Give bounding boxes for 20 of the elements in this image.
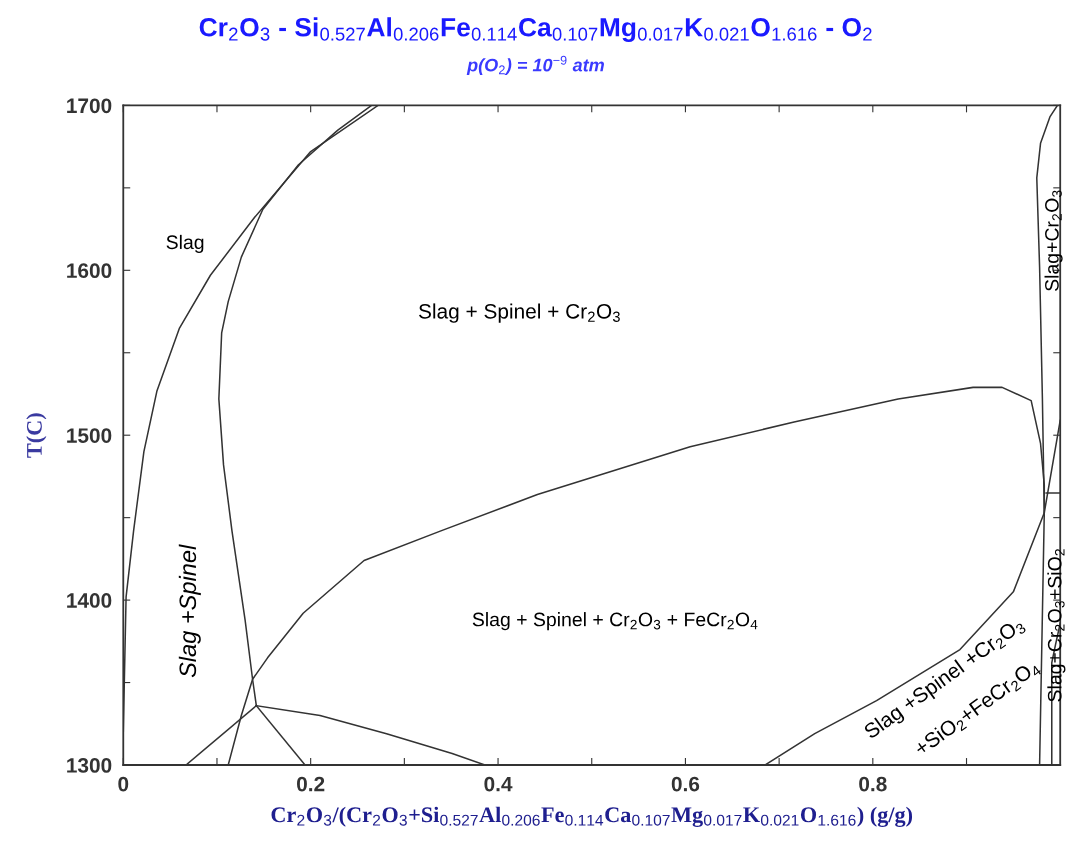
- y-tick-label: 1600: [67, 263, 112, 279]
- chart-subtitle: p(O$_{2}$) = 10$^{−9}$ atm: [466, 55, 604, 76]
- annotation: Slag+Cr$_{2}$O$_{3}$: [1044, 190, 1063, 291]
- x-tick-label: 0: [118, 776, 129, 792]
- annotation: Slag + Spinel + Cr$_{2}$O$_{3}$: [418, 303, 620, 323]
- y-tick-label: 1300: [67, 758, 112, 773]
- annotation: Slag: [166, 234, 204, 253]
- x-tick-label: 0.8: [859, 776, 887, 792]
- text: Cr$_{2}$O$_{3}$/(Cr$_{2}$O$_{3}$+Si$_{0.527}$Al$_{0.206}$Fe$_{0.114}$Ca$_{0.107}$Mg$_{0.017}$K$_{0.021}$O$_{1.616}$) (g/g): [271, 806, 913, 827]
- annotation: Slag+Cr$_{2}$O$_{3}$+SiO$_{2}$: [1047, 549, 1066, 702]
- y-tick-label: 1700: [67, 98, 112, 114]
- annotation: Slag + Spinel + Cr$_{2}$O$_{3}$ + FeCr$_{2}$O$_{4}$: [472, 612, 758, 631]
- y-axis-title: T(C): [26, 413, 47, 458]
- x-tick-label: 0.6: [671, 776, 700, 792]
- x-tick-label: 0.4: [484, 776, 513, 792]
- y-tick-label: 1400: [67, 593, 112, 608]
- annotation: Slag +Spinel: [178, 544, 201, 678]
- chart-title: Cr$_{2}$O$_{3}$ - Si$_{0.527}$Al$_{0.206}$Fe$_{0.114}$Ca$_{0.107}$Mg$_{0.017}$K$_{0.021}$O$_{1.616}$ - O$_{2}$: [199, 17, 872, 42]
- x-tick-label: 0.2: [297, 776, 325, 792]
- y-tick-label: 1500: [67, 428, 112, 443]
